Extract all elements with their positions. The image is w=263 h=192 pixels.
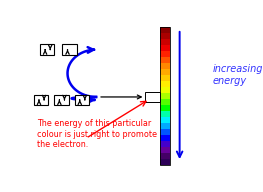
Bar bbox=[160, 33, 170, 39]
Bar bbox=[160, 69, 170, 75]
Bar bbox=[160, 141, 170, 147]
Bar bbox=[160, 51, 170, 57]
Bar bbox=[160, 39, 170, 46]
Bar bbox=[160, 75, 170, 81]
Bar bbox=[160, 87, 170, 93]
Bar bbox=[160, 105, 170, 111]
Bar bbox=[160, 63, 170, 69]
Bar bbox=[160, 129, 170, 135]
Bar bbox=[160, 111, 170, 117]
Text: The energy of this particular
colour is just right to promote
the electron.: The energy of this particular colour is … bbox=[37, 119, 157, 149]
Bar bbox=[160, 117, 170, 123]
Bar bbox=[160, 123, 170, 129]
Bar bbox=[145, 92, 160, 102]
Bar bbox=[62, 45, 77, 55]
Bar bbox=[160, 147, 170, 153]
Bar bbox=[160, 153, 170, 159]
Bar bbox=[160, 27, 170, 33]
Bar bbox=[160, 46, 170, 51]
Bar bbox=[160, 57, 170, 63]
Bar bbox=[160, 81, 170, 87]
Bar bbox=[160, 159, 170, 165]
Bar bbox=[34, 95, 48, 105]
Text: increasing
energy: increasing energy bbox=[212, 64, 263, 86]
Bar bbox=[160, 93, 170, 99]
Bar bbox=[160, 99, 170, 105]
Bar bbox=[160, 27, 170, 165]
Bar bbox=[75, 95, 89, 105]
Bar bbox=[54, 95, 69, 105]
Bar bbox=[160, 135, 170, 141]
Bar bbox=[40, 45, 54, 55]
